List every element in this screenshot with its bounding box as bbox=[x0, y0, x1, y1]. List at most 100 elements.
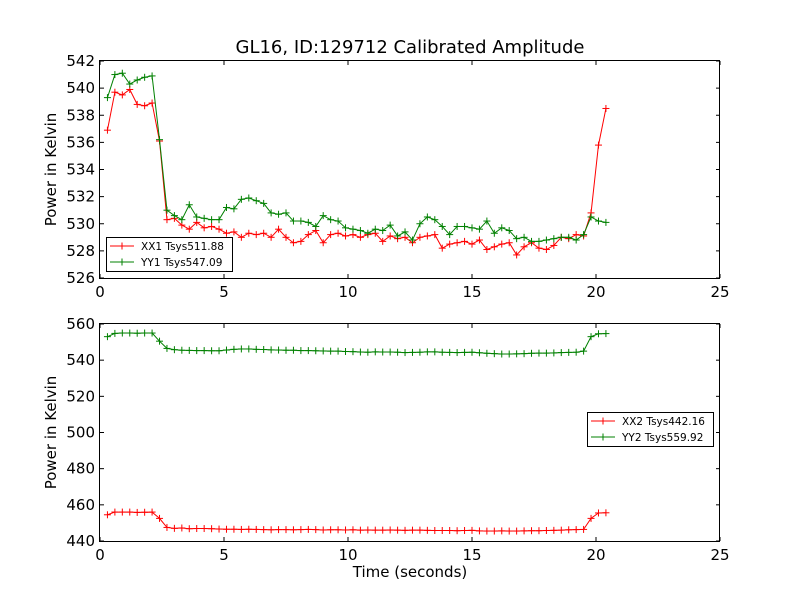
bottom-series-0-point bbox=[401, 526, 409, 534]
bottom-legend: XX2 Tsys442.16 YY2 Tsys559.92 bbox=[587, 412, 714, 447]
bottom-series-1-point bbox=[327, 347, 335, 355]
top-y-tick-label: 540 bbox=[66, 79, 95, 97]
top-series-1-point bbox=[602, 218, 610, 226]
bottom-series-0-point bbox=[394, 526, 402, 534]
top-series-0-point bbox=[111, 88, 119, 96]
bottom-series-0-point bbox=[260, 526, 268, 534]
bottom-series-0-point bbox=[379, 526, 387, 534]
top-x-tick-label: 20 bbox=[586, 283, 605, 301]
bottom-series-1-point bbox=[468, 348, 476, 356]
bottom-series-0-point bbox=[200, 525, 208, 533]
bottom-series-0-point bbox=[528, 527, 536, 535]
bottom-series-0-point bbox=[178, 524, 186, 532]
top-legend-marker-0 bbox=[118, 242, 126, 250]
bottom-series-0-point bbox=[312, 526, 320, 534]
top-series-0-point bbox=[379, 237, 387, 245]
bottom-y-tick-label: 540 bbox=[66, 351, 95, 369]
top-series-0-point bbox=[289, 239, 297, 247]
top-series-0-point bbox=[461, 237, 469, 245]
top-x-tick-label: 15 bbox=[462, 283, 481, 301]
top-series-1-point bbox=[468, 224, 476, 232]
bottom-series-1-point bbox=[282, 346, 290, 354]
bottom-x-tick-label: 15 bbox=[462, 546, 481, 564]
top-series-line-0 bbox=[106, 88, 607, 256]
bottom-series-0-point bbox=[587, 514, 595, 522]
bottom-series-1-point bbox=[483, 349, 491, 357]
top-series-1-point bbox=[446, 231, 454, 239]
top-series-1-point bbox=[364, 229, 372, 237]
bottom-series-1-point bbox=[200, 347, 208, 355]
bottom-series-0-point bbox=[230, 525, 238, 533]
bottom-series-0-point bbox=[141, 508, 149, 516]
bottom-series-1-point bbox=[364, 348, 372, 356]
bottom-series-0-point bbox=[267, 526, 275, 534]
top-series-0-point bbox=[252, 231, 260, 239]
top-series-1-point bbox=[394, 232, 402, 240]
bottom-series-0-point bbox=[289, 526, 297, 534]
bottom-series-0-point bbox=[245, 525, 253, 533]
top-series-0-point bbox=[423, 232, 431, 240]
bottom-y-tick-label: 480 bbox=[66, 460, 95, 478]
bottom-series-1-point bbox=[148, 329, 156, 337]
top-series-1-point bbox=[520, 233, 528, 241]
bottom-series-0-point bbox=[490, 527, 498, 535]
bottom-series-1-point bbox=[319, 347, 327, 355]
top-series-1-point bbox=[327, 216, 335, 224]
top-series-1-point bbox=[438, 222, 446, 230]
bottom-series-1-point bbox=[267, 346, 275, 354]
top-series-0-point bbox=[141, 102, 149, 110]
chart-title: GL16, ID:129712 Calibrated Amplitude bbox=[236, 37, 585, 58]
bottom-series-1-point bbox=[193, 347, 201, 355]
bottom-series-0-point bbox=[215, 525, 223, 533]
bottom-series-1-point bbox=[103, 333, 111, 341]
top-y-tick-label: 528 bbox=[66, 242, 95, 260]
top-series-1-point bbox=[193, 213, 201, 221]
bottom-series-0-point bbox=[468, 526, 476, 534]
bottom-legend-marker-1 bbox=[599, 433, 607, 441]
top-series-1-point bbox=[453, 222, 461, 230]
bottom-x-tick-label: 25 bbox=[710, 546, 729, 564]
bottom-series-1-point bbox=[513, 350, 521, 358]
top-series-1-point bbox=[185, 201, 193, 209]
top-y-tick-label: 536 bbox=[66, 133, 95, 151]
top-series-0-point bbox=[356, 233, 364, 241]
top-series-1-point bbox=[371, 225, 379, 233]
top-series-0-point bbox=[163, 216, 171, 224]
bottom-series-1-point bbox=[572, 348, 580, 356]
bottom-series-0-point bbox=[356, 526, 364, 534]
top-series-0-point bbox=[118, 91, 126, 99]
bottom-series-1-point bbox=[379, 348, 387, 356]
top-series-1-point bbox=[483, 217, 491, 225]
top-series-1-point bbox=[178, 216, 186, 224]
bottom-series-1-point bbox=[528, 349, 536, 357]
top-series-1-point bbox=[505, 227, 513, 235]
bottom-series-1-point bbox=[401, 349, 409, 357]
bottom-series-0-point bbox=[148, 508, 156, 516]
top-series-1-point bbox=[431, 216, 439, 224]
bottom-y-tick-label: 440 bbox=[66, 532, 95, 550]
bottom-series-1-point bbox=[185, 346, 193, 354]
top-series-1-point bbox=[267, 209, 275, 217]
top-series-1-point bbox=[408, 236, 416, 244]
bottom-series-0-point bbox=[208, 525, 216, 533]
top-series-0-point bbox=[185, 225, 193, 233]
top-series-1-point bbox=[222, 203, 230, 211]
bottom-series-1-point bbox=[260, 345, 268, 353]
bottom-series-0-point bbox=[252, 525, 260, 533]
top-series-1-point bbox=[215, 216, 223, 224]
bottom-series-0-point bbox=[408, 526, 416, 534]
top-series-0-point bbox=[304, 231, 312, 239]
top-series-1-point bbox=[111, 71, 119, 79]
top-legend-label-0: XX1 Tsys511.88 bbox=[141, 241, 224, 253]
top-series-0-point bbox=[438, 244, 446, 252]
bottom-series-0-point bbox=[319, 526, 327, 534]
top-series-0-point bbox=[505, 239, 513, 247]
bottom-series-0-point bbox=[237, 525, 245, 533]
bottom-series-1-point bbox=[550, 349, 558, 357]
bottom-series-1-point bbox=[118, 329, 126, 337]
bottom-legend-entry-0: XX2 Tsys442.16 bbox=[591, 416, 705, 428]
bottom-series-0-point bbox=[163, 523, 171, 531]
top-series-1-point bbox=[423, 213, 431, 221]
top-series-1-point bbox=[230, 205, 238, 213]
